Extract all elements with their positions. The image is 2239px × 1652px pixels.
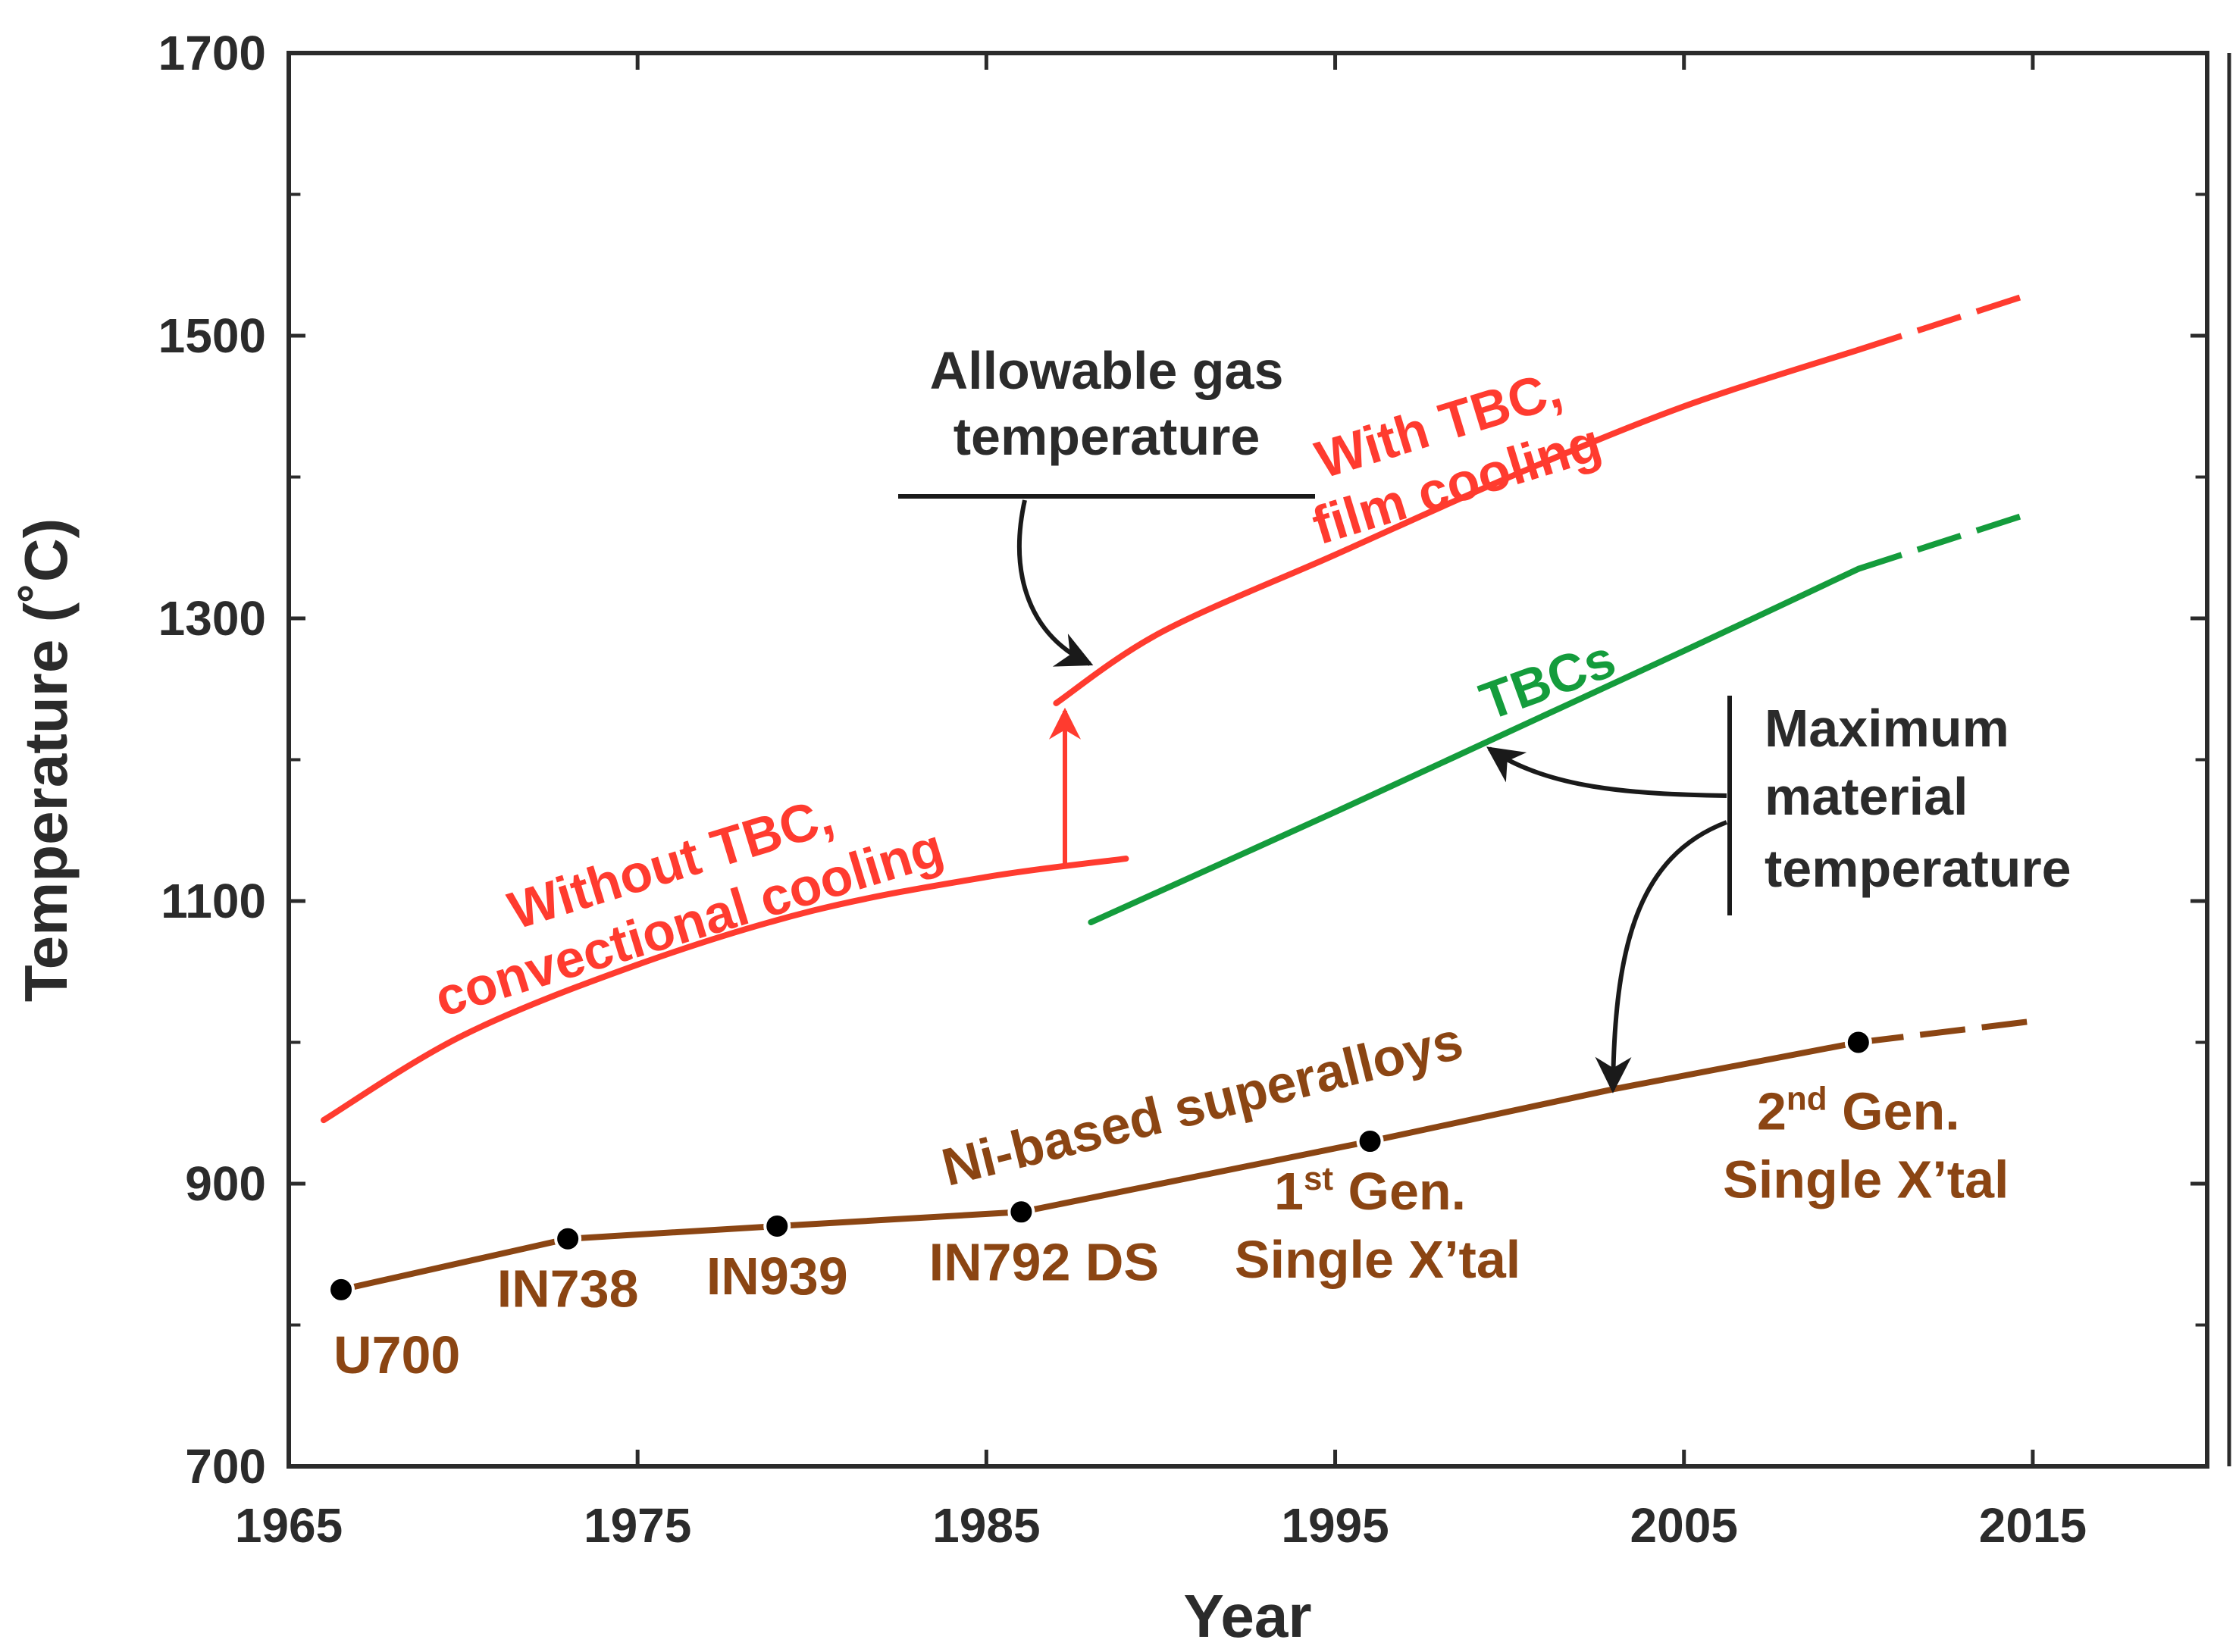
- alloy-label: U700: [334, 1325, 460, 1384]
- tbcs-line-projection: [1857, 509, 2034, 572]
- alloy-point: [1356, 1128, 1384, 1156]
- alloy-point: [554, 1225, 582, 1253]
- max-label-line3: temperature: [1765, 839, 2071, 898]
- alloy-label: IN939: [706, 1247, 848, 1306]
- alloy-label: IN792 DS: [929, 1232, 1159, 1291]
- max-label-line1: Maximum: [1765, 699, 2009, 758]
- y-tick-label: 1300: [158, 591, 266, 646]
- y-axis-label: Temperature (˚C): [12, 518, 80, 1003]
- generation-label: 1st Gen.: [1274, 1160, 1466, 1221]
- max-arrow-to-tbcs: [1486, 746, 1727, 798]
- alloy-point: [763, 1212, 791, 1240]
- axis-ticks: 700 900 1100 1300 1500 1700 1965 1975 1985 1995 20…: [158, 26, 2207, 1553]
- alloy-point: [1007, 1198, 1035, 1226]
- y-tick-label: 700: [185, 1439, 266, 1494]
- single-crystal-label: Single X’tal: [1235, 1230, 1520, 1289]
- generation-label: 2nd Gen.: [1757, 1081, 1960, 1141]
- with-tbc-line-projection: [1857, 290, 2034, 353]
- x-tick-label: 1985: [932, 1498, 1040, 1553]
- x-tick-label: 1975: [584, 1498, 691, 1553]
- allowable-arrow: [1017, 499, 1094, 667]
- y-tick-label: 900: [185, 1156, 266, 1211]
- x-tick-label: 1995: [1281, 1498, 1389, 1553]
- allowable-label-line2: temperature: [954, 407, 1260, 466]
- max-arrow-to-superalloys: [1595, 820, 1728, 1094]
- y-tick-label: 1500: [158, 308, 266, 363]
- max-label-line2: material: [1765, 767, 1968, 826]
- allowable-label-line1: Allowable gas: [930, 341, 1284, 400]
- alloy-point: [327, 1275, 355, 1303]
- y-tick-label: 1700: [158, 26, 266, 80]
- x-tick-label: 2005: [1630, 1498, 1738, 1553]
- superalloys-line-projection: [1858, 1018, 2034, 1046]
- x-tick-label: 1965: [235, 1498, 343, 1553]
- y-tick-label: 1100: [161, 874, 266, 928]
- single-crystal-label: Single X’tal: [1723, 1150, 2009, 1209]
- alloy-point: [1844, 1028, 1872, 1056]
- without-tbc-line: [321, 856, 1129, 1124]
- alloy-points: U700 IN738 IN939 IN792 DS 1st Gen. Single X’t…: [327, 1028, 2009, 1384]
- with-tbc-line: [1053, 346, 1862, 706]
- tbcs-line: [1088, 565, 1862, 925]
- x-tick-label: 2015: [1979, 1498, 2087, 1553]
- alloy-label: IN738: [497, 1259, 639, 1319]
- x-axis-label: Year: [1183, 1582, 1311, 1650]
